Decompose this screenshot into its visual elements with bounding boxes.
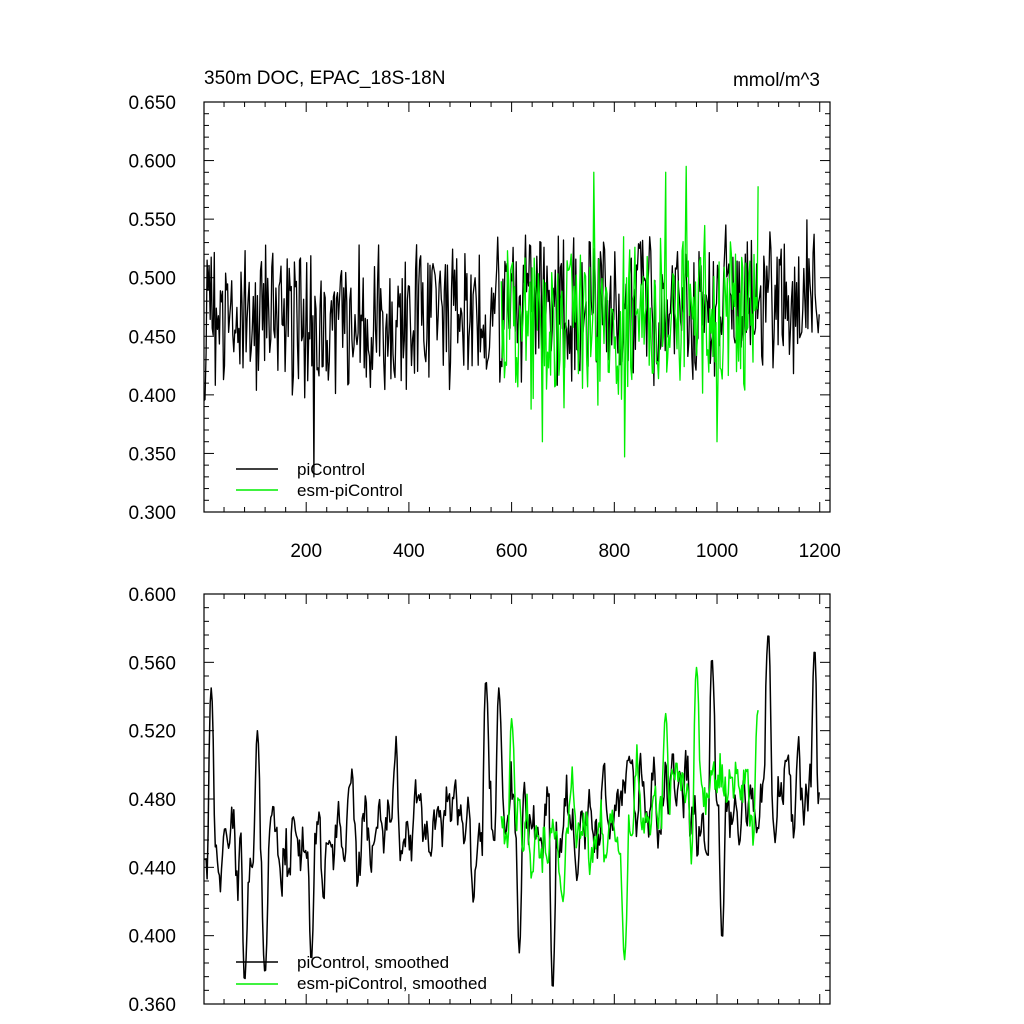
bottom-series-group — [203, 635, 820, 987]
bottom-axis-ticks — [204, 593, 830, 1005]
x-tick-label: 800 — [598, 541, 630, 562]
x-tick-label: 400 — [393, 541, 425, 562]
series-line-esm-picontrol-smoothed — [500, 666, 759, 961]
top-series-group — [203, 165, 820, 478]
y-tick-label: 0.360 — [128, 995, 176, 1016]
y-tick-label: 0.450 — [128, 327, 176, 348]
chart-title: 350m DOC, EPAC_18S-18N — [204, 68, 445, 89]
y-tick-label: 0.550 — [128, 210, 176, 231]
units-label: mmol/m^3 — [733, 70, 820, 91]
y-tick-label: 0.300 — [128, 503, 176, 524]
series-line-picontrol-smoothed — [203, 635, 820, 987]
y-tick-label: 0.400 — [128, 386, 176, 407]
series-line-picontrol — [203, 219, 820, 478]
top-x-tick-labels: 200 400 600 800 1000 1200 — [290, 541, 841, 562]
bottom-panel: 0.360 0.400 0.440 0.480 0.520 0.560 0.600 piCo… — [128, 585, 831, 1016]
x-tick-label: 600 — [496, 541, 528, 562]
bottom-plot-frame — [203, 593, 831, 1005]
top-y-tick-labels: 0.300 0.350 0.400 0.450 0.500 0.550 0.600 0.650 — [128, 93, 176, 524]
y-tick-label: 0.440 — [128, 858, 176, 879]
y-tick-label: 0.600 — [128, 585, 176, 606]
x-tick-label: 200 — [290, 541, 322, 562]
y-tick-label: 0.600 — [128, 152, 176, 173]
bottom-legend: piControl, smoothed esm-piControl, smoot… — [236, 953, 487, 993]
y-tick-label: 0.650 — [128, 93, 176, 114]
top-legend: piControl esm-piControl — [236, 460, 403, 500]
y-tick-label: 0.400 — [128, 927, 176, 948]
y-tick-label: 0.560 — [128, 653, 176, 674]
bottom-y-tick-labels: 0.360 0.400 0.440 0.480 0.520 0.560 0.600 — [128, 585, 176, 1016]
legend-label-esm-picontrol-smoothed: esm-piControl, smoothed — [297, 974, 487, 993]
series-line-esm-picontrol — [500, 165, 759, 458]
y-tick-label: 0.480 — [128, 790, 176, 811]
y-tick-label: 0.350 — [128, 444, 176, 465]
top-panel: 350m DOC, EPAC_18S-18N mmol/m^3 0.3000.3… — [128, 68, 840, 562]
top-plot-frame — [203, 101, 831, 513]
legend-label-picontrol-smoothed: piControl, smoothed — [297, 953, 449, 972]
x-tick-label: 1000 — [696, 541, 738, 562]
legend-label-picontrol: piControl — [297, 460, 365, 479]
y-tick-label: 0.500 — [128, 269, 176, 290]
y-tick-label: 0.520 — [128, 722, 176, 743]
x-tick-label: 1200 — [799, 541, 841, 562]
legend-label-esm-picontrol: esm-piControl — [297, 481, 403, 500]
